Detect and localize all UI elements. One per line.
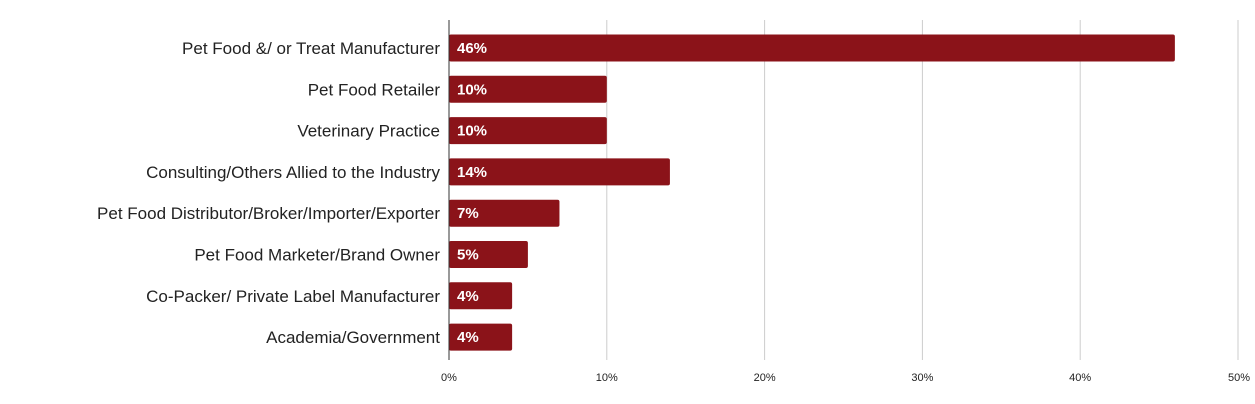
data-labels: 46% 10% 10% 14% 7% 5% 4% 4%	[457, 40, 487, 346]
category-label: Academia/Government	[266, 328, 440, 347]
bar	[449, 323, 513, 351]
bar	[449, 158, 670, 186]
bar	[449, 282, 513, 310]
data-label: 5%	[457, 247, 479, 264]
category-label: Consulting/Others Allied to the Industry	[146, 163, 440, 182]
x-tick-label: 30%	[911, 372, 933, 384]
bar	[449, 117, 607, 145]
category-label: Co-Packer/ Private Label Manufacturer	[146, 287, 440, 306]
data-label: 10%	[457, 123, 487, 140]
data-label: 10%	[457, 81, 487, 98]
x-tick-label: 40%	[1069, 372, 1091, 384]
x-tick-label: 20%	[754, 372, 776, 384]
category-label: Pet Food Distributor/Broker/Importer/Exp…	[97, 204, 440, 223]
data-label: 46%	[457, 40, 487, 57]
bar	[449, 199, 560, 227]
data-label: 4%	[457, 329, 479, 346]
data-label: 4%	[457, 288, 479, 305]
category-label: Pet Food Marketer/Brand Owner	[194, 246, 440, 265]
bars	[449, 34, 1175, 351]
category-label: Pet Food &/ or Treat Manufacturer	[182, 39, 440, 58]
bar	[449, 75, 607, 103]
category-label: Pet Food Retailer	[308, 80, 441, 99]
data-label: 7%	[457, 205, 479, 222]
gridlines	[606, 20, 1239, 360]
category-label: Veterinary Practice	[297, 122, 440, 141]
bar	[449, 241, 528, 268]
x-axis-ticks: 0% 10% 20% 30% 40% 50%	[441, 372, 1250, 384]
x-tick-label: 10%	[596, 372, 618, 384]
data-label: 14%	[457, 164, 487, 181]
x-tick-label: 0%	[441, 372, 457, 384]
category-labels: Pet Food &/ or Treat Manufacturer Pet Foo…	[97, 39, 440, 347]
bar	[449, 34, 1175, 62]
x-tick-label: 50%	[1228, 372, 1250, 384]
